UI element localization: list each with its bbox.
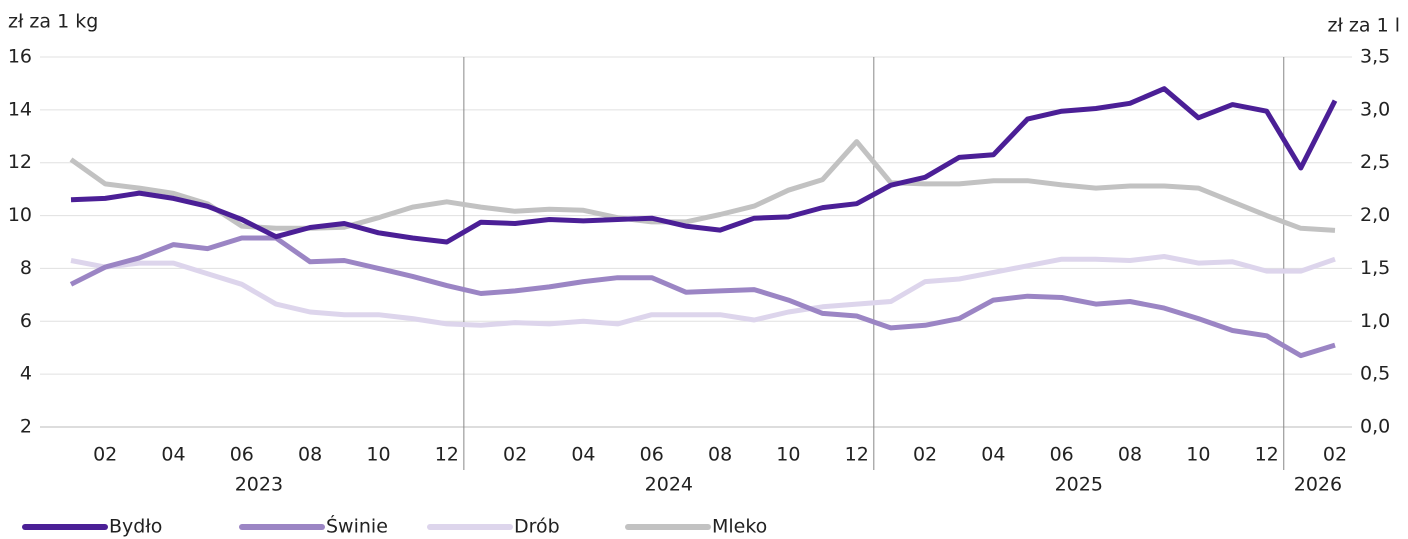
y2-tick-label: 1,5 xyxy=(1360,257,1390,279)
x-tick-label: 02 xyxy=(913,444,937,466)
y-tick-label: 4 xyxy=(20,363,32,385)
x-tick-label: 10 xyxy=(366,444,390,466)
x-group-label: 2026 xyxy=(1294,474,1342,496)
x-tick-label: 02 xyxy=(1323,444,1347,466)
series-line xyxy=(70,254,1336,328)
x-tick-label: 06 xyxy=(640,444,664,466)
y2-tick-label: 3,5 xyxy=(1360,46,1390,68)
series-line xyxy=(70,86,1338,245)
legend-label: Świnie xyxy=(326,514,388,538)
x-tick-label: 04 xyxy=(981,444,1005,466)
x-tick-label: 06 xyxy=(230,444,254,466)
x-group-label: 2025 xyxy=(1055,474,1103,496)
y2-axis-title: zł za 1 l xyxy=(1328,15,1400,37)
y-tick-label: 16 xyxy=(8,46,32,68)
x-tick-label: 02 xyxy=(503,444,527,466)
y2-tick-label: 2,5 xyxy=(1360,151,1390,173)
x-tick-label: 12 xyxy=(1255,444,1279,466)
y2-tick-label: 3,0 xyxy=(1360,98,1390,120)
x-tick-label: 08 xyxy=(298,444,322,466)
y-tick-label: 6 xyxy=(20,310,32,332)
x-tick-label: 08 xyxy=(1118,444,1142,466)
y-tick-label: 8 xyxy=(20,257,32,279)
x-tick-label: 12 xyxy=(435,444,459,466)
y-tick-label: 14 xyxy=(8,98,32,120)
x-tick-label: 04 xyxy=(571,444,595,466)
legend-label: Bydło xyxy=(109,516,162,538)
y-tick-label: 10 xyxy=(8,204,32,226)
x-tick-label: 06 xyxy=(1050,444,1074,466)
y2-tick-label: 1,0 xyxy=(1360,310,1390,332)
y-axis-title: zł za 1 kg xyxy=(8,11,98,33)
x-group-label: 2024 xyxy=(645,474,693,496)
x-tick-label: 04 xyxy=(161,444,185,466)
legend-label: Mleko xyxy=(712,516,767,538)
x-tick-label: 10 xyxy=(1186,444,1210,466)
legend-label: Drób xyxy=(514,516,560,538)
y-tick-label: 12 xyxy=(8,151,32,173)
y2-tick-label: 2,0 xyxy=(1360,204,1390,226)
x-tick-label: 08 xyxy=(708,444,732,466)
x-tick-label: 12 xyxy=(845,444,869,466)
y2-tick-label: 0,0 xyxy=(1360,416,1390,438)
y-tick-label: 2 xyxy=(20,416,32,438)
y2-tick-label: 0,5 xyxy=(1360,363,1390,385)
x-tick-label: 02 xyxy=(93,444,117,466)
x-tick-label: 10 xyxy=(776,444,800,466)
series-line xyxy=(69,235,1336,359)
series-line xyxy=(69,139,1336,233)
x-group-label: 2023 xyxy=(235,474,283,496)
